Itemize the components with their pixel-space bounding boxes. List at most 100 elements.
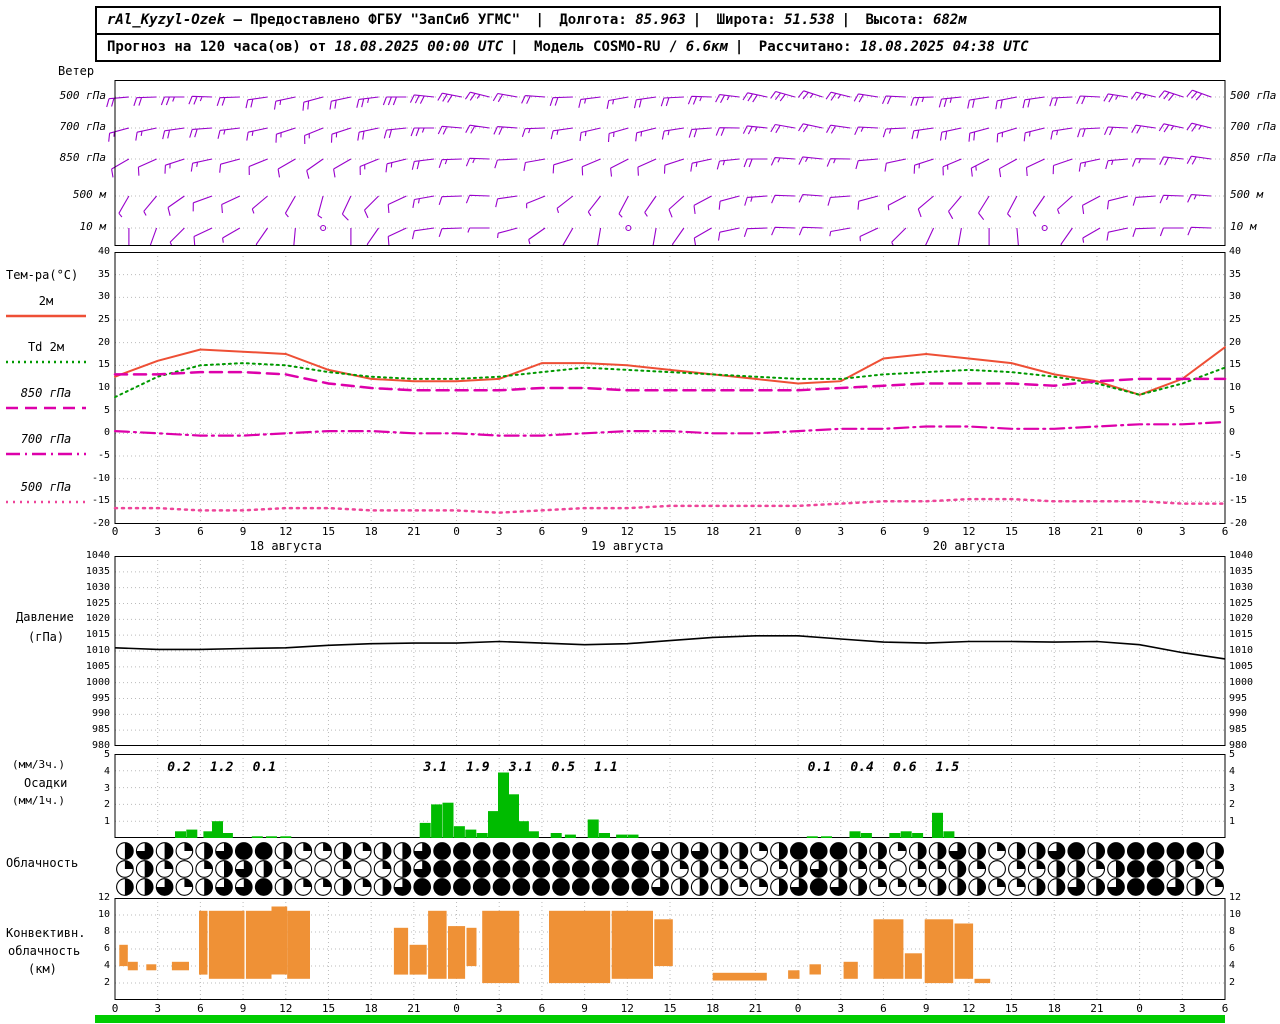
series-2м bbox=[114, 346, 1226, 396]
pressure-ytick-right: 980 bbox=[1229, 740, 1248, 751]
convective-label-1: Конвективн. bbox=[6, 926, 86, 940]
legend-label-5: 500 гПа bbox=[20, 480, 72, 494]
hour-label-top: 3 bbox=[154, 525, 161, 538]
hour-label-bottom: 15 bbox=[321, 1002, 336, 1015]
hour-label-bottom: 6 bbox=[197, 1002, 204, 1015]
altitude-label: Высота: bbox=[857, 12, 933, 28]
temp-ytick-right: 15 bbox=[1229, 359, 1242, 371]
temp-ytick-left: 10 bbox=[97, 382, 110, 393]
hour-label-bottom: 9 bbox=[239, 1002, 247, 1015]
hour-label-top: 15 bbox=[1004, 525, 1019, 538]
pressure-ytick-left: 1010 bbox=[85, 645, 110, 656]
legend-label-4: 700 гПа bbox=[20, 432, 72, 446]
hour-label-top: 21 bbox=[748, 525, 762, 538]
pressure-ytick-right: 1020 bbox=[1229, 613, 1254, 625]
precip-3h-sum-label: 3.1 bbox=[422, 760, 446, 775]
hour-label-top: 0 bbox=[111, 525, 119, 538]
hour-label-bottom: 12 bbox=[620, 1002, 634, 1015]
date-label: 19 августа bbox=[591, 539, 664, 553]
pressure-panel bbox=[114, 556, 1226, 746]
precip-3h-sum-label: 3.1 bbox=[508, 760, 532, 775]
series-850 гПа bbox=[113, 370, 1227, 392]
temp-ytick-right: 40 bbox=[1229, 246, 1242, 257]
hour-label-top: 0 bbox=[794, 525, 802, 538]
series-700 гПа bbox=[113, 420, 1227, 437]
precip-3h-sum-label: 0.4 bbox=[850, 760, 874, 775]
conv-ytick-right: 6 bbox=[1229, 943, 1236, 954]
hour-label-bottom: 21 bbox=[407, 1002, 421, 1015]
station-name: rAl_Kyzyl-Ozek bbox=[107, 12, 226, 28]
temp-ytick-left: -20 bbox=[91, 518, 110, 529]
hour-label-top: 12 bbox=[279, 525, 293, 538]
temp-ytick-left: 35 bbox=[97, 268, 110, 280]
hour-label-bottom: 3 bbox=[495, 1002, 503, 1015]
wind-panel-label: Ветер bbox=[58, 64, 95, 78]
conv-ytick-left: 4 bbox=[103, 960, 110, 971]
hour-label-bottom: 3 bbox=[154, 1002, 161, 1015]
wind-barbs-row-3 bbox=[111, 155, 1212, 179]
model-res-sep: / bbox=[660, 39, 686, 55]
legend-line-4 bbox=[6, 452, 86, 456]
hour-label-bottom: 21 bbox=[748, 1002, 762, 1015]
calc-label: Рассчитано: bbox=[750, 39, 860, 55]
precip-3h-sum-label: 1.2 bbox=[210, 760, 234, 775]
cloudiness-panel-label: Облачность bbox=[6, 856, 79, 870]
hour-label-bottom: 18 bbox=[1047, 1002, 1061, 1015]
hour-label-bottom: 0 bbox=[1136, 1002, 1143, 1015]
wind-level-label-left: 850 гПа bbox=[59, 151, 106, 164]
series-Td 2м bbox=[114, 362, 1226, 399]
altitude-value: 682м bbox=[932, 12, 967, 28]
temp-ytick-left: 40 bbox=[97, 246, 110, 257]
conv-ytick-right: 2 bbox=[1229, 977, 1236, 988]
hour-label-top: 3 bbox=[1178, 525, 1186, 538]
precip-type-strip bbox=[95, 1015, 1225, 1023]
wind-level-label-right: 850 гПа bbox=[1230, 151, 1277, 164]
conv-ytick-left: 10 bbox=[97, 909, 110, 920]
pressure-ytick-right: 1015 bbox=[1229, 629, 1254, 641]
hour-label-top: 15 bbox=[663, 525, 677, 538]
hour-label-top: 18 bbox=[364, 525, 378, 538]
precip-ytick-right: 1 bbox=[1229, 816, 1236, 828]
hour-label-bottom: 3 bbox=[1178, 1002, 1186, 1015]
hour-label-bottom: 15 bbox=[663, 1002, 677, 1015]
wind-level-label-right: 700 гПа bbox=[1230, 120, 1277, 133]
wind-level-label-left: 700 гПа bbox=[59, 120, 106, 133]
pressure-ytick-right: 990 bbox=[1229, 708, 1248, 720]
conv-ytick-right: 10 bbox=[1229, 909, 1242, 920]
hour-label-bottom: 6 bbox=[538, 1002, 546, 1015]
hour-label-top: 0 bbox=[453, 525, 460, 538]
calc-datetime: 18.08.2025 04:38 UTC bbox=[859, 39, 1029, 55]
precip-3h-sum-label: 1.1 bbox=[594, 760, 617, 775]
pressure-ytick-right: 1035 bbox=[1229, 565, 1254, 577]
wind-panel bbox=[106, 80, 1226, 246]
legend-line-5 bbox=[6, 500, 86, 504]
temperature-panel bbox=[113, 252, 1227, 524]
forecast-prefix: Прогноз на 120 часа(ов) от bbox=[107, 39, 335, 55]
precip-3h-sum-label: 0.1 bbox=[253, 760, 276, 775]
precip-3h-sum-label: 0.2 bbox=[167, 760, 191, 775]
precip-ytick-left: 2 bbox=[103, 799, 110, 811]
hour-label-top: 15 bbox=[321, 525, 336, 538]
hour-label-top: 6 bbox=[197, 525, 204, 538]
hour-label-top: 18 bbox=[706, 525, 720, 538]
temp-ytick-left: -15 bbox=[91, 495, 110, 507]
model-name: COSMO-RU bbox=[593, 39, 661, 55]
wind-barbs-row-4 bbox=[118, 194, 1212, 221]
precip-3h-sum-label: 0.6 bbox=[893, 760, 917, 775]
precip-3h-sum-label: 1.5 bbox=[936, 760, 960, 775]
hour-label-top: 6 bbox=[880, 525, 887, 538]
header-line2: Прогноз на 120 часа(ов) от 18.08.2025 00… bbox=[97, 33, 1219, 60]
wind-barbs-row-2 bbox=[108, 122, 1212, 145]
temperature-panel-label: Тем-ра(°C) bbox=[6, 268, 79, 282]
convective-units-label: (км) bbox=[28, 962, 57, 976]
precip-3h-sum-label: 0.1 bbox=[808, 760, 831, 775]
temp-ytick-right: 5 bbox=[1229, 404, 1236, 416]
hour-label-bottom: 3 bbox=[837, 1002, 845, 1015]
cloud-row-1 bbox=[116, 842, 1224, 860]
temp-ytick-right: -10 bbox=[1229, 472, 1248, 484]
conv-ytick-left: 2 bbox=[103, 977, 110, 988]
precip-ytick-left: 4 bbox=[103, 765, 110, 777]
header-line1: rAl_Kyzyl-Ozek — Предоставлено ФГБУ "Зап… bbox=[97, 8, 1219, 33]
hour-label-top: 21 bbox=[407, 525, 421, 538]
